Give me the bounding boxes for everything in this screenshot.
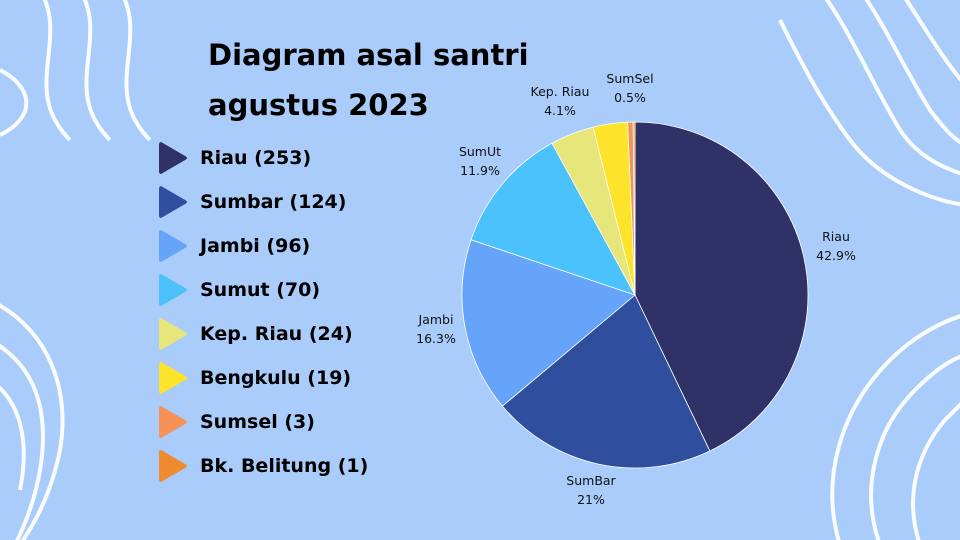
legend-label: Jambi (96) [200,235,311,257]
legend-item: Sumsel (3) [158,404,418,440]
legend-triangle-icon [159,318,187,350]
pie-slice [634,121,809,452]
slice-percent-label: 42.9% [816,248,856,263]
slice-percent-label: 0.5% [614,90,646,105]
legend-item: Sumut (70) [158,272,418,308]
legend-item: Bengkulu (19) [158,360,418,396]
slice-percent-label: 4.1% [544,103,576,118]
slice-name-label: SumBar [566,473,616,488]
pie-slice [632,121,636,296]
slice-label: SumSel 0.5% [606,71,653,105]
slice-label: Kep. Riau 4.1% [531,84,590,118]
slice-percent-label: 16.3% [416,331,456,346]
pie-slice [461,239,636,407]
legend-triangle-icon [159,406,187,438]
legend-triangle-icon [159,450,187,482]
slice-label: SumUt 11.9% [459,144,501,178]
slice-name-label: Jambi [418,312,454,327]
legend-label: Riau (253) [200,147,312,169]
legend-label: Kep. Riau (24) [200,323,353,345]
legend-triangle-icon [159,230,187,262]
slice-name-label: SumSel [606,71,653,86]
legend-item: Riau (253) [158,140,418,176]
legend-item: Bk. Belitung (1) [158,448,418,484]
legend-label: Bengkulu (19) [200,367,352,389]
title-line-2: agustus 2023 [208,88,429,122]
legend-label: Sumsel (3) [200,411,315,433]
chart-title: Diagram asal santri agustus 2023 [208,30,529,130]
legend-item: Jambi (96) [158,228,418,264]
legend-label: Bk. Belitung (1) [200,455,369,477]
slice-name-label: Kep. Riau [531,84,590,99]
slice-percent-label: 11.9% [460,163,500,178]
pie-slice [501,294,711,469]
slice-label: SumBar 21% [566,473,616,507]
slice-label: Jambi 16.3% [416,312,456,346]
legend-triangle-icon [159,362,187,394]
slice-name-label: Riau [822,229,850,244]
pie-chart: Riau 42.9% SumBar 21% Jambi 16.3% SumUt 11.9% Ke… [416,71,856,507]
slice-label: Riau 42.9% [816,229,856,263]
legend-item: Kep. Riau (24) [158,316,418,352]
legend-triangle-icon [159,186,187,218]
pie-slice [470,142,636,296]
title-line-1: Diagram asal santri [208,38,529,72]
legend-label: Sumbar (124) [200,191,347,213]
legend-label: Sumut (70) [200,279,321,301]
slice-percent-label: 21% [577,492,605,507]
legend-triangle-icon [159,274,187,306]
slice-name-label: SumUt [459,144,501,159]
legend-item: Sumbar (124) [158,184,418,220]
legend-triangle-icon [159,142,187,174]
